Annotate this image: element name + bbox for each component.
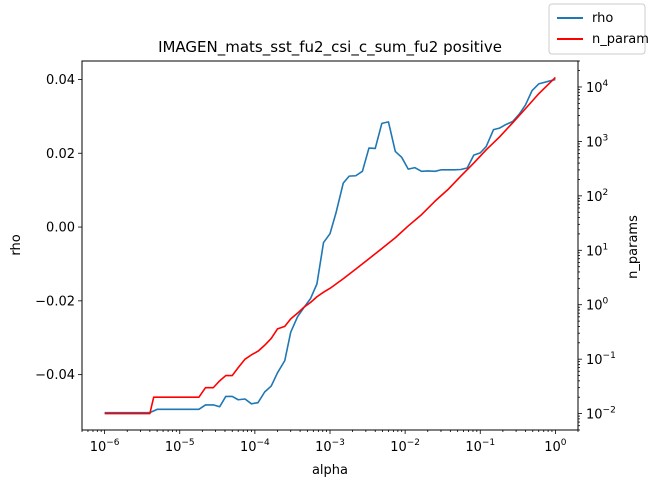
x-axis: 10−6 10−5 10−4 10−3 10−2 10−1 100 (81, 430, 579, 455)
y-right-tick-label: 104 (586, 79, 609, 96)
x-tick-label: 10−6 (90, 438, 120, 455)
y-right-tick-label: 102 (586, 188, 608, 205)
y-right-tick-label: 103 (586, 133, 608, 150)
x-axis-label: alpha (312, 463, 348, 478)
x-tick-label: 100 (544, 438, 567, 455)
x-tick-label: 10−5 (165, 438, 195, 455)
y-right-tick-label: 100 (586, 297, 609, 314)
legend: rho n_params (548, 3, 649, 55)
y-right-tick-label: 101 (586, 242, 608, 259)
y-axis-left-label: rho (9, 234, 24, 255)
y-right-tick-label: 10−1 (586, 351, 616, 368)
y-left-tick-label: 0.00 (46, 221, 75, 236)
y-axis-right: 10−2 10−1 100 101 102 103 104 (578, 60, 616, 431)
y-left-tick-label: −0.02 (35, 294, 75, 309)
legend-label-n-params: n_params (592, 32, 649, 47)
x-tick-label: 10−2 (390, 438, 420, 455)
y-axis-right-label: n_params (626, 215, 641, 279)
chart-title: IMAGEN_mats_sst_fu2_csi_c_sum_fu2 positi… (158, 38, 502, 57)
y-left-tick-label: 0.04 (46, 73, 75, 88)
x-tick-label: 10−4 (240, 438, 270, 455)
series-line-rho (104, 78, 556, 414)
x-tick-label: 10−3 (315, 438, 345, 455)
plot-marks (104, 76, 556, 415)
y-right-tick-label: 10−2 (586, 406, 616, 423)
legend-frame (548, 3, 646, 55)
x-tick-label: 10−1 (465, 438, 495, 455)
legend-label-rho: rho (592, 11, 613, 26)
y-left-tick-label: −0.04 (35, 368, 75, 383)
y-axis-left: 0.04 0.02 0.00 −0.02 −0.04 (35, 73, 82, 383)
series-line-n-params (104, 76, 556, 415)
y-left-tick-label: 0.02 (46, 147, 75, 162)
